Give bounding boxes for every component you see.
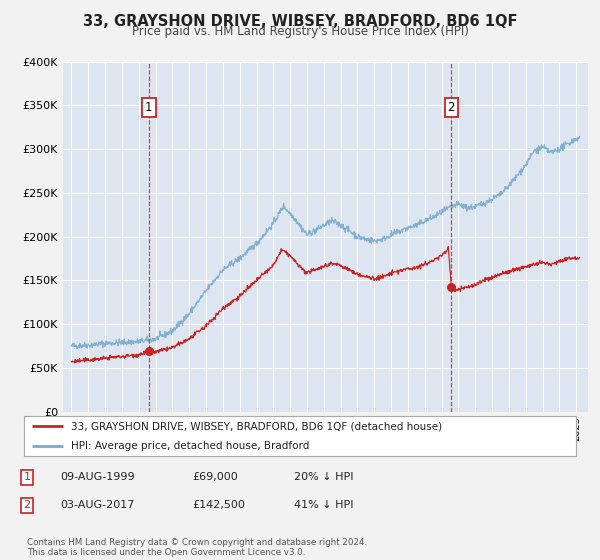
Text: £142,500: £142,500 bbox=[192, 500, 245, 510]
Text: 1: 1 bbox=[23, 472, 31, 482]
Text: £69,000: £69,000 bbox=[192, 472, 238, 482]
Text: 2: 2 bbox=[448, 101, 455, 114]
Text: HPI: Average price, detached house, Bradford: HPI: Average price, detached house, Brad… bbox=[71, 441, 309, 451]
Text: 33, GRAYSHON DRIVE, WIBSEY, BRADFORD, BD6 1QF: 33, GRAYSHON DRIVE, WIBSEY, BRADFORD, BD… bbox=[83, 14, 517, 29]
Text: 2: 2 bbox=[23, 500, 31, 510]
Text: 03-AUG-2017: 03-AUG-2017 bbox=[60, 500, 134, 510]
Text: 33, GRAYSHON DRIVE, WIBSEY, BRADFORD, BD6 1QF (detached house): 33, GRAYSHON DRIVE, WIBSEY, BRADFORD, BD… bbox=[71, 421, 442, 431]
Text: 20% ↓ HPI: 20% ↓ HPI bbox=[294, 472, 353, 482]
Text: 09-AUG-1999: 09-AUG-1999 bbox=[60, 472, 134, 482]
Text: Price paid vs. HM Land Registry's House Price Index (HPI): Price paid vs. HM Land Registry's House … bbox=[131, 25, 469, 38]
Text: 1: 1 bbox=[145, 101, 152, 114]
Text: 41% ↓ HPI: 41% ↓ HPI bbox=[294, 500, 353, 510]
Text: Contains HM Land Registry data © Crown copyright and database right 2024.
This d: Contains HM Land Registry data © Crown c… bbox=[27, 538, 367, 557]
